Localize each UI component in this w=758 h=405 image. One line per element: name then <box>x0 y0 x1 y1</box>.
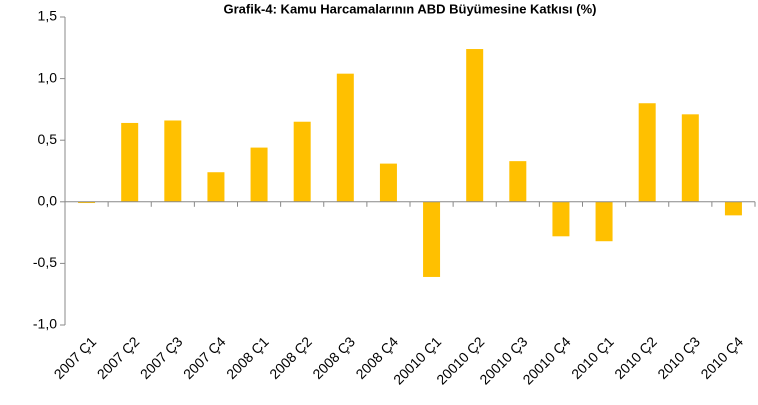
x-tick-label: 2010 Ç4 <box>697 333 746 382</box>
bar <box>164 120 182 202</box>
bar <box>121 122 139 202</box>
y-tick-label: -1,0 <box>33 316 57 332</box>
y-tick-label: -0,5 <box>33 254 57 270</box>
x-tick-label: 2010 Ç2 <box>611 333 660 382</box>
bar <box>724 201 742 216</box>
x-tick-label: 2007 Ç1 <box>51 333 100 382</box>
x-tick-label: 2010 Ç1 <box>568 333 617 382</box>
y-tick-label: 1,0 <box>38 69 58 85</box>
chart-title: Grafik-4: Kamu Harcamalarının ABD Büyüme… <box>223 1 596 16</box>
x-tick-label: 2007 Ç4 <box>180 333 229 382</box>
bar <box>595 201 613 242</box>
x-tick-label: 2010 Ç3 <box>654 333 703 382</box>
bar <box>379 163 397 202</box>
y-tick-label: 1,5 <box>38 8 58 24</box>
x-tick-label: 2008 Ç2 <box>266 333 315 382</box>
x-tick-label: 2008 Ç1 <box>223 333 272 382</box>
bar <box>552 201 570 237</box>
bar <box>509 161 527 202</box>
bar <box>466 49 484 202</box>
bar <box>336 73 354 202</box>
bar <box>681 114 699 202</box>
bar <box>250 147 268 202</box>
x-tick-label: 2007 Ç3 <box>137 333 186 382</box>
x-tick-label: 2008 Ç3 <box>309 333 358 382</box>
bar <box>78 201 96 204</box>
y-tick-label: 0,0 <box>38 193 58 209</box>
bar <box>293 121 311 202</box>
bar <box>638 103 656 202</box>
y-tick-label: 0,5 <box>38 131 58 147</box>
x-tick-label: 2007 Ç2 <box>94 333 143 382</box>
x-tick-label: 20010 Ç4 <box>519 333 573 387</box>
bar <box>423 201 441 277</box>
bar <box>207 172 225 202</box>
